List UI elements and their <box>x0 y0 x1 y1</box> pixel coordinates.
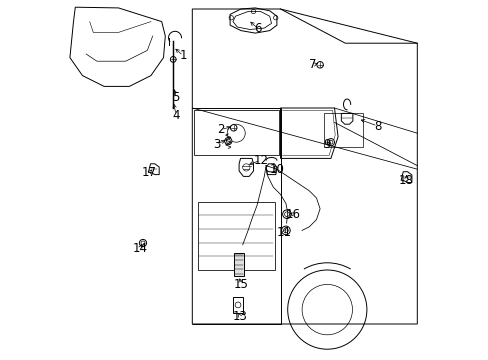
Circle shape <box>326 139 334 146</box>
Circle shape <box>224 138 231 145</box>
Text: 5: 5 <box>172 91 180 104</box>
Text: 15: 15 <box>233 278 248 291</box>
Circle shape <box>230 125 237 131</box>
Text: 10: 10 <box>269 163 284 176</box>
Text: 6: 6 <box>254 22 262 35</box>
Bar <box>234 253 244 276</box>
Text: 7: 7 <box>308 58 316 71</box>
Text: 16: 16 <box>285 208 300 221</box>
Text: 9: 9 <box>323 138 330 150</box>
Bar <box>323 113 363 147</box>
Text: 1: 1 <box>179 49 187 62</box>
Circle shape <box>281 226 289 235</box>
Text: 13: 13 <box>232 310 247 323</box>
Text: 17: 17 <box>142 166 156 179</box>
Text: 3: 3 <box>212 138 220 150</box>
Text: 2: 2 <box>217 123 224 136</box>
Text: 14: 14 <box>132 242 147 255</box>
Circle shape <box>282 210 291 219</box>
Circle shape <box>170 57 176 62</box>
Text: 11: 11 <box>276 226 291 239</box>
Bar <box>232 297 243 313</box>
Text: 12: 12 <box>253 154 267 167</box>
Text: 18: 18 <box>398 174 413 186</box>
Text: 8: 8 <box>373 120 381 132</box>
Text: 4: 4 <box>172 109 180 122</box>
Circle shape <box>316 62 323 68</box>
Circle shape <box>139 239 146 247</box>
